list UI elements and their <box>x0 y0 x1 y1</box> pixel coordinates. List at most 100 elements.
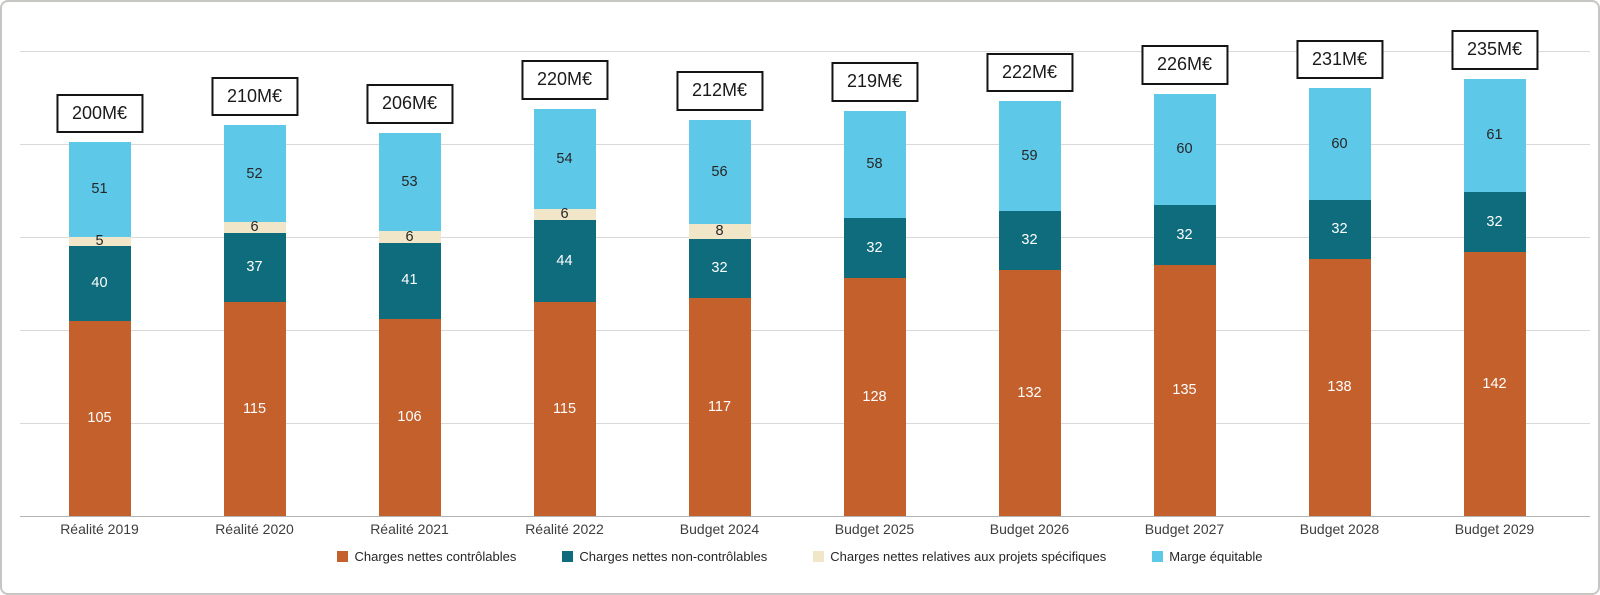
bar-segment-charges-nettes-non-controlables: 37 <box>223 233 286 303</box>
segment-value-label: 142 <box>1482 375 1507 392</box>
x-axis-label-realite-2021: Réalité 2021 <box>370 521 449 537</box>
x-axis-label-budget-2026: Budget 2026 <box>989 521 1070 537</box>
bar-segment-charges-nettes-controlables: 135 <box>1153 264 1216 516</box>
segment-value-label: 44 <box>556 252 573 269</box>
x-axis-label-realite-2022: Réalité 2022 <box>525 521 604 537</box>
total-label: 200M€ <box>71 102 128 123</box>
total-label-box: 206M€ <box>365 84 454 124</box>
bar-segment-marge-equitable: 54 <box>533 108 596 210</box>
x-axis-label-budget-2025: Budget 2025 <box>834 521 915 537</box>
bar-segment-marge-equitable: 61 <box>1463 78 1526 193</box>
x-axis-labels: Réalité 2019 Réalité 2020 Réalité 2021 Réal… <box>22 521 1572 537</box>
gridline-100 <box>20 330 1590 331</box>
legend-swatch-icon <box>337 551 349 562</box>
legend-item-charges-nettes-relatives-aux-projets-specifiques: Charges nettes relatives aux projets spé… <box>813 549 1106 564</box>
segment-value-label: 128 <box>862 388 887 405</box>
legend-item-charges-nettes-controlables: Charges nettes contrôlables <box>337 549 516 564</box>
bar-segment-marge-equitable: 51 <box>68 142 131 238</box>
total-label-box: 212M€ <box>675 71 764 111</box>
bar-segment-charges-nettes-non-controlables: 32 <box>1153 205 1216 265</box>
total-label: 219M€ <box>846 70 903 91</box>
total-label: 212M€ <box>691 80 748 101</box>
legend-swatch-icon <box>1152 551 1164 562</box>
gridline-250 <box>20 51 1590 52</box>
bar-segment-charges-nettes-non-controlables: 32 <box>843 218 906 278</box>
bar-segment-charges-nettes-controlables: 128 <box>843 277 906 516</box>
segment-value-label: 52 <box>246 165 263 182</box>
total-label-box: 222M€ <box>985 52 1074 93</box>
segment-value-label: 59 <box>1021 147 1038 164</box>
segment-value-label: 56 <box>711 163 728 180</box>
x-axis-label-budget-2028: Budget 2028 <box>1299 521 1380 537</box>
legend-label: Marge équitable <box>1169 549 1263 564</box>
total-label-box: 200M€ <box>55 93 144 134</box>
segment-value-label: 60 <box>1176 141 1193 158</box>
bar-slot-realite-2022: 115 44 6 54 220M€ <box>487 51 642 516</box>
segment-value-label: 54 <box>556 150 573 167</box>
segment-value-label: 105 <box>87 410 112 427</box>
segment-value-label: 117 <box>707 398 732 415</box>
x-axis-label-budget-2024: Budget 2024 <box>679 521 760 537</box>
bar-segment-charges-nettes-non-controlables: 32 <box>1308 199 1371 260</box>
bar-segment-charges-nettes-controlables: 138 <box>1308 259 1371 516</box>
bar-segment-charges-nettes-non-controlables: 41 <box>378 242 441 319</box>
total-label: 206M€ <box>381 93 438 114</box>
bar-slot-budget-2026: 132 32 59 222M€ <box>952 51 1107 516</box>
segment-value-label: 53 <box>401 173 418 190</box>
segment-value-label: 8 <box>715 223 724 240</box>
total-label: 226M€ <box>1156 54 1213 75</box>
total-label: 235M€ <box>1466 39 1523 60</box>
bar-segment-charges-nettes-non-controlables: 32 <box>998 210 1061 271</box>
bar-stack: 132 32 59 <box>998 101 1061 516</box>
bar-segment-charges-nettes-controlables: 106 <box>378 318 441 516</box>
bar-segment-charges-nettes-controlables: 117 <box>688 298 751 516</box>
bar-segment-charges-nettes-controlables: 105 <box>68 320 131 516</box>
legend-label: Charges nettes relatives aux projets spé… <box>830 549 1107 564</box>
bar-stack: 138 32 60 <box>1308 88 1371 516</box>
bar-segment-marge-equitable: 56 <box>688 119 751 224</box>
total-label: 220M€ <box>536 69 593 90</box>
bar-slot-budget-2024: 117 32 8 56 212M€ <box>642 51 797 516</box>
legend-label: Charges nettes non-contrôlables <box>579 549 768 564</box>
bar-segment-charges-nettes-non-controlables: 44 <box>533 220 596 303</box>
x-axis-label-realite-2020: Réalité 2020 <box>215 521 294 537</box>
bar-segment-marge-equitable: 59 <box>998 101 1061 211</box>
segment-value-label: 6 <box>560 206 569 223</box>
bar-segment-charges-nettes-relatives-aux-projets-specifiques: 6 <box>223 219 286 236</box>
segment-value-label: 138 <box>1327 379 1352 396</box>
segment-value-label: 6 <box>250 219 259 236</box>
segment-value-label: 37 <box>246 259 263 276</box>
bar-segment-charges-nettes-non-controlables: 32 <box>688 238 751 299</box>
segment-value-label: 115 <box>242 400 267 417</box>
bar-segment-charges-nettes-relatives-aux-projets-specifiques: 6 <box>378 228 441 245</box>
x-axis-label-realite-2019: Réalité 2019 <box>60 521 139 537</box>
total-label-box: 219M€ <box>830 61 919 102</box>
x-axis-label-budget-2027: Budget 2027 <box>1144 521 1225 537</box>
total-label: 231M€ <box>1311 48 1368 69</box>
legend-item-marge-equitable: Marge équitable <box>1152 549 1263 564</box>
bar-slot-realite-2020: 115 37 6 52 210M€ <box>177 51 332 516</box>
bar-segment-charges-nettes-controlables: 115 <box>533 302 596 516</box>
x-axis-label-budget-2029: Budget 2029 <box>1454 521 1535 537</box>
segment-value-label: 5 <box>95 233 104 250</box>
bar-stack: 142 32 61 <box>1463 78 1526 516</box>
bar-slot-budget-2029: 142 32 61 235M€ <box>1417 30 1572 516</box>
gridline-150 <box>20 237 1590 238</box>
segment-value-label: 60 <box>1331 135 1348 152</box>
total-label-box: 220M€ <box>520 60 609 100</box>
segment-value-label: 32 <box>1176 226 1193 243</box>
bar-stack: 135 32 60 <box>1153 93 1216 516</box>
segment-value-label: 32 <box>866 239 883 256</box>
bar-segment-marge-equitable: 58 <box>843 110 906 219</box>
bar-slot-budget-2028: 138 32 60 231M€ <box>1262 39 1417 516</box>
segment-value-label: 51 <box>91 181 108 198</box>
segment-value-label: 58 <box>866 156 883 173</box>
segment-value-label: 135 <box>1172 382 1197 399</box>
bar-slot-realite-2021: 106 41 6 53 206M€ <box>332 51 487 516</box>
total-label-box: 210M€ <box>210 76 299 117</box>
gridline-50 <box>20 423 1590 424</box>
segment-value-label: 6 <box>405 228 414 245</box>
bar-segment-marge-equitable: 52 <box>223 125 286 223</box>
bar-segment-marge-equitable: 60 <box>1153 93 1216 206</box>
